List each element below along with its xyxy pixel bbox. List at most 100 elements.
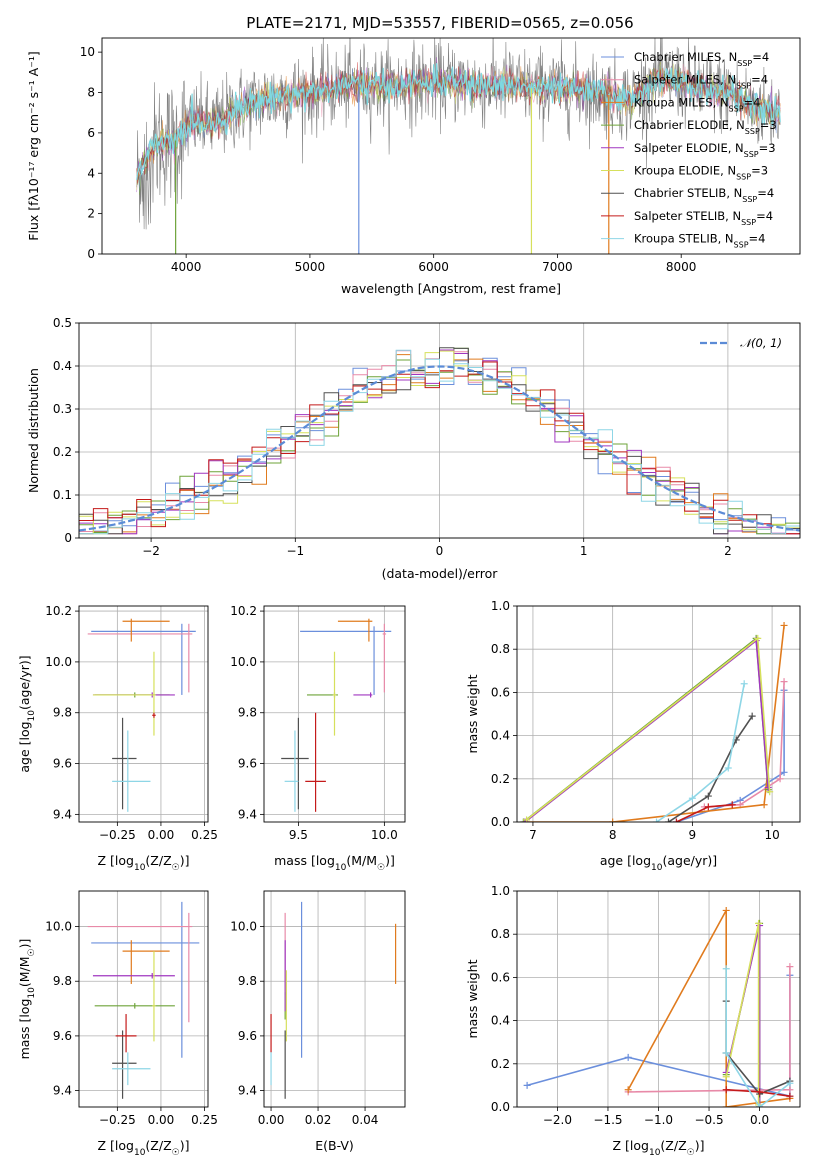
y-axis-label-part: )] <box>17 939 32 949</box>
legend-entry: Chabrier MILES, NSSP=4 <box>634 50 769 68</box>
legend-label: Kroupa MILES, N <box>634 95 729 109</box>
legend-label-sub: SSP <box>742 195 757 204</box>
mass-weight-marker <box>653 818 661 822</box>
y-tick-label: 9.8 <box>238 706 257 720</box>
x-tick-label: 8000 <box>666 260 697 274</box>
x-axis-label: Z [log10(Z/Z☉)] <box>98 853 190 873</box>
y-tick-label: 0.8 <box>491 642 510 656</box>
x-axis-label-part: 10 <box>335 863 347 873</box>
mass-weight-marker <box>756 1103 764 1107</box>
spectrum-axes: 4000 5000 6000 7000 8000 0 2 4 6 8 10 wavelength [A… <box>26 37 801 296</box>
errorbar-point <box>337 618 373 642</box>
legend-entry: Kroupa ELODIE, NSSP=3 <box>634 164 768 182</box>
mass-weight-line <box>725 968 791 1107</box>
y-tick-label: 0.4 <box>53 359 72 373</box>
mass-weight-marker <box>523 1081 531 1089</box>
y-tick-label: 0.6 <box>491 685 510 699</box>
legend-label-sub: SSP <box>736 81 751 90</box>
y-tick-label: 9.4 <box>53 1084 72 1098</box>
mass_vs_z-axes: −0.25 0.00 0.259.49.69.810.0Z [log10(Z/Z☉)… <box>17 890 218 1158</box>
y-tick-label: 4 <box>87 166 95 180</box>
y-axis-label-part: mass [log <box>17 999 32 1060</box>
x-axis-label: E(B-V) <box>315 1138 354 1153</box>
x-tick-label: −0.25 <box>99 828 136 842</box>
legend-entry: Salpeter ELODIE, NSSP=3 <box>634 141 776 159</box>
mass-weight-marker <box>786 1086 794 1094</box>
age_vs_z-axes: −0.25 0.00 0.259.49.69.810.010.2Z [log10(Z… <box>17 604 218 873</box>
y-tick-label: 2 <box>87 207 95 221</box>
y-tick-label: 0.2 <box>53 445 72 459</box>
age_vs_mass-plot-area <box>281 618 392 812</box>
x-axis-label-part: (Z/Z <box>660 1138 686 1153</box>
x-axis-label-part: (age/yr)] <box>662 853 717 868</box>
errorbar-point <box>353 692 373 698</box>
y-tick-label: 0.4 <box>491 1014 510 1028</box>
mass-weight-marker <box>523 816 531 822</box>
mass-weight-marker <box>786 1092 794 1100</box>
legend-label-sub: SSP <box>729 104 744 113</box>
y-tick-label: 9.6 <box>238 757 257 771</box>
x-axis-label-part: (Z/Z <box>145 1138 171 1153</box>
x-tick-label: 9.5 <box>289 828 308 842</box>
spectrum-frame <box>101 37 801 255</box>
mass_weight_vs_age-plot-area <box>519 621 788 822</box>
age_vs_mass-frame <box>263 605 406 823</box>
x-tick-label: 0.25 <box>191 1113 218 1127</box>
legend-label: Salpeter MILES, N <box>634 73 736 87</box>
spectrum-plot-area <box>136 38 781 254</box>
errorbar-point <box>112 730 151 812</box>
y-axis-label: age [log10(age/yr)] <box>17 655 37 772</box>
legend-entry: Salpeter MILES, NSSP=4 <box>634 73 768 91</box>
x-tick-label: 1 <box>580 544 588 558</box>
legend-entry: Chabrier STELIB, NSSP=4 <box>634 186 774 204</box>
x-axis-label: (data-model)/error <box>382 566 499 581</box>
errorbar-point <box>92 973 175 979</box>
mass_vs_ebv-frame <box>263 890 406 1108</box>
mass-weight-marker <box>760 801 768 809</box>
y-tick-label: 0 <box>64 531 72 545</box>
residuals-plot-area <box>79 347 800 538</box>
y-tick-label: 9.8 <box>53 706 72 720</box>
mass-weight-marker <box>722 906 730 914</box>
x-tick-label: 4000 <box>171 260 202 274</box>
errorbar-point <box>152 712 156 718</box>
x-axis-label-part: 10 <box>134 1148 146 1158</box>
x-tick-label: 5000 <box>295 260 326 274</box>
mass-weight-marker <box>722 965 730 973</box>
mass-weight-line <box>524 639 769 822</box>
errorbar-point <box>112 717 137 810</box>
mass-weight-marker <box>724 764 732 772</box>
y-tick-label: 9.4 <box>238 807 257 821</box>
legend-label: Salpeter STELIB, N <box>634 209 741 223</box>
mass-weight-marker <box>740 680 748 688</box>
errorbar-point <box>92 651 156 736</box>
y-axis-label-part: (M/M <box>17 956 32 987</box>
x-axis-label-part: mass [log <box>274 853 335 868</box>
x-axis-label: Z [log10(Z/Z☉)] <box>613 1138 705 1158</box>
x-tick-label: 0.00 <box>148 1113 175 1127</box>
x-tick-label: −1.0 <box>644 1113 673 1127</box>
legend-entry: Chabrier ELODIE, NSSP=3 <box>634 118 777 136</box>
errorbar-point <box>300 626 392 695</box>
mass_vs_ebv-axes: 0.00 0.02 0.04 9.4 9.6 9.8 10.0 E(B-V) <box>230 890 406 1153</box>
mass-weight-marker <box>780 678 788 686</box>
x-axis-label-part: )] <box>695 1138 705 1153</box>
errorbar-point <box>91 623 196 695</box>
x-axis-label-part: ☉ <box>687 1148 695 1158</box>
mass-weight-marker <box>776 775 784 783</box>
mass-weight-marker <box>722 1086 730 1094</box>
errorbar-point <box>305 712 326 812</box>
mass_weight_vs_z-frame <box>516 890 801 1108</box>
y-axis-label-part: age [log <box>17 721 32 772</box>
spectrum-model-line <box>136 63 781 181</box>
mass-weight-line <box>525 625 785 822</box>
y-tick-label: 0.3 <box>53 402 72 416</box>
x-axis-label-part: Z [log <box>98 1138 134 1153</box>
mass-weight-marker <box>704 803 712 811</box>
x-axis-label-part: 10 <box>651 863 663 873</box>
errorbar-point <box>87 623 193 693</box>
x-tick-label: −2.0 <box>543 1113 572 1127</box>
legend-entry: Salpeter STELIB, NSSP=4 <box>634 209 773 227</box>
mass-weight-marker <box>688 794 696 802</box>
mass-weight-line <box>656 683 745 822</box>
